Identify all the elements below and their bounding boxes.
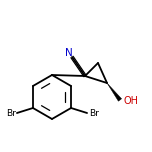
Text: Br: Br — [6, 109, 16, 117]
Polygon shape — [107, 83, 122, 101]
Text: N: N — [65, 48, 73, 58]
Text: OH: OH — [124, 96, 139, 106]
Text: Br: Br — [89, 109, 99, 117]
